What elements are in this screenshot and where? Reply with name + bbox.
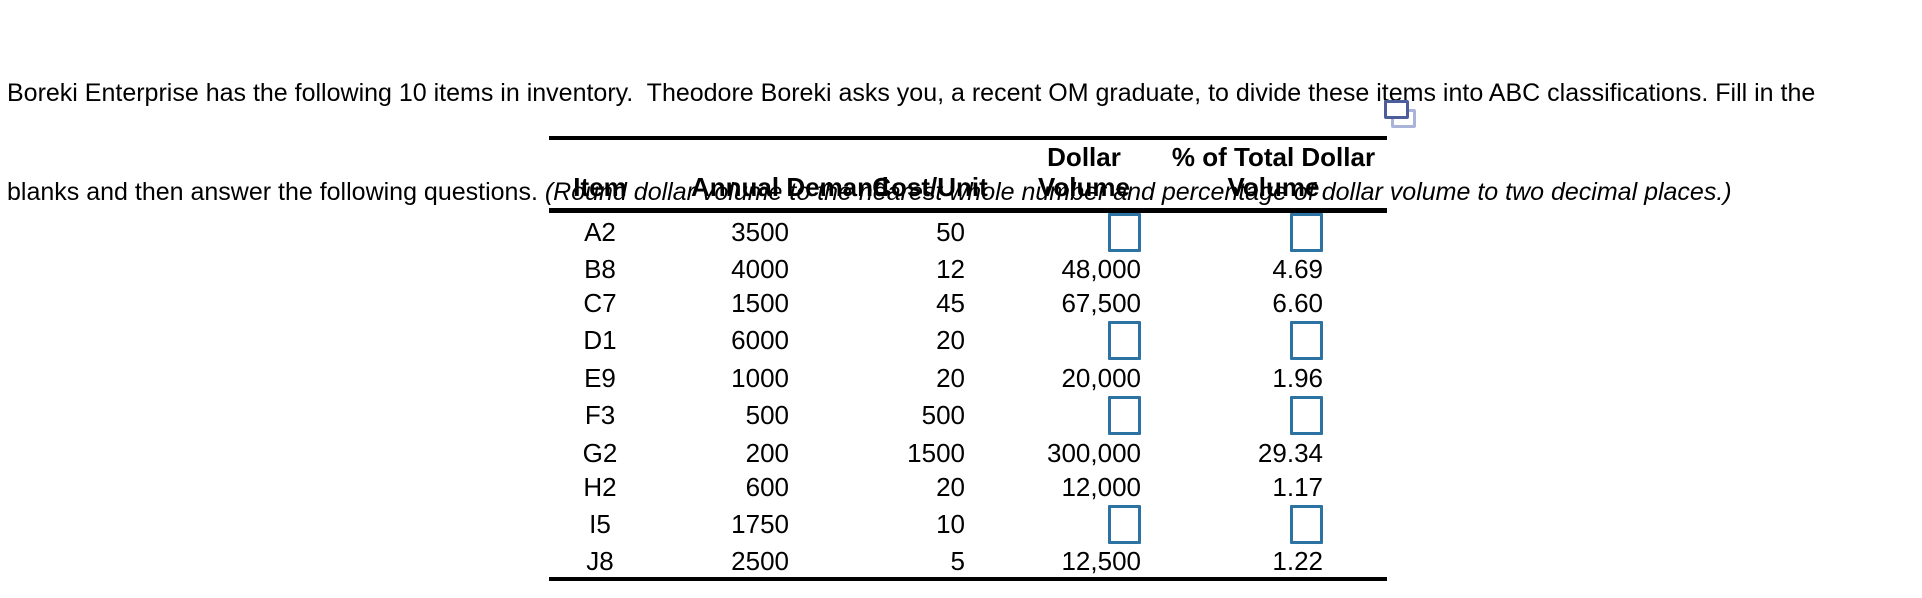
annual-demand-cell: 200 — [745, 437, 789, 468]
table-row-H2: H2 600 20 12,000 1.17 — [549, 470, 1387, 504]
col-header-pct-total-dollar-volume: % of Total Dollar Volume — [1160, 138, 1387, 213]
item-cell: C7 — [583, 287, 617, 318]
cost-unit-cell: 20 — [936, 362, 965, 393]
item-cell: B8 — [584, 253, 616, 284]
item-cell: D1 — [583, 325, 617, 355]
annual-demand-cell: 6000 — [731, 325, 789, 355]
pct-cell: 1.96 — [1272, 362, 1323, 393]
pct-cell: 1.22 — [1272, 545, 1323, 576]
col-header-dollar-volume-line2: Volume — [1038, 172, 1130, 202]
annual-demand-cell: 2500 — [731, 545, 789, 576]
pct-cell — [1160, 504, 1387, 545]
problem-statement-line2-normal: blanks and then answer the following que… — [7, 178, 545, 206]
annual-demand-cell: 600 — [745, 471, 789, 502]
cost-unit-cell: 1500 — [907, 437, 965, 468]
pct-cell: 6.60 — [1272, 287, 1323, 318]
col-header-pct-line2: Volume — [1227, 172, 1320, 202]
item-cell: H2 — [583, 471, 617, 502]
dollar-volume-input-D1[interactable] — [1108, 321, 1141, 360]
cost-unit-cell: 10 — [936, 509, 965, 539]
item-cell: E9 — [584, 362, 616, 393]
table-row-A2: A2 3500 50 — [549, 211, 1387, 252]
dollar-volume-cell: 20,000 — [1061, 362, 1141, 393]
dollar-volume-cell — [990, 320, 1160, 361]
dollar-volume-cell: 67,500 — [1061, 287, 1141, 318]
item-cell: A2 — [584, 217, 616, 247]
annual-demand-cell: 4000 — [731, 253, 789, 284]
col-header-pct-line1: % of Total Dollar — [1171, 142, 1376, 172]
pct-cell: 29.34 — [1257, 437, 1323, 468]
table-row-D1: D1 6000 20 — [549, 320, 1387, 361]
inventory-table: Item Annual Demand Cost/Unit Dollar Volu… — [549, 136, 1387, 581]
table-row-G2: G2 200 1500 300,000 29.34 — [549, 436, 1387, 470]
pct-cell: 1.17 — [1272, 471, 1323, 502]
table-row-E9: E9 1000 20 20,000 1.96 — [549, 361, 1387, 395]
cost-unit-cell: 45 — [936, 287, 965, 318]
pct-input-A2[interactable] — [1290, 213, 1323, 252]
dollar-volume-cell — [990, 211, 1160, 252]
dollar-volume-input-F3[interactable] — [1108, 396, 1141, 435]
col-header-cost-unit: Cost/Unit — [820, 138, 990, 213]
annual-demand-cell: 1500 — [731, 287, 789, 318]
table-row-C7: C7 1500 45 67,500 6.60 — [549, 286, 1387, 320]
dollar-volume-cell: 12,500 — [1061, 545, 1141, 576]
table-row-F3: F3 500 500 — [549, 395, 1387, 436]
inventory-table-header: Item Annual Demand Cost/Unit Dollar Volu… — [549, 138, 1387, 213]
pct-cell — [1160, 395, 1387, 436]
cost-unit-cell: 20 — [936, 325, 965, 355]
dollar-volume-input-A2[interactable] — [1108, 213, 1141, 252]
cost-unit-cell: 5 — [950, 545, 965, 576]
dollar-volume-cell: 48,000 — [1061, 253, 1141, 284]
problem-statement-line1: Boreki Enterprise has the following 10 i… — [7, 79, 1816, 107]
dollar-volume-input-I5[interactable] — [1108, 505, 1141, 544]
annual-demand-cell: 3500 — [731, 217, 789, 247]
pct-input-I5[interactable] — [1290, 505, 1323, 544]
item-cell: F3 — [584, 400, 616, 430]
item-cell: I5 — [589, 509, 611, 539]
table-row-B8: B8 4000 12 48,000 4.69 — [549, 252, 1387, 286]
annual-demand-cell: 1750 — [731, 509, 789, 539]
table-row-J8: J8 2500 5 12,500 1.22 — [549, 545, 1387, 579]
pct-cell — [1160, 320, 1387, 361]
item-cell: J8 — [586, 545, 614, 576]
pct-cell — [1160, 211, 1387, 252]
copy-table-icon[interactable] — [1384, 100, 1417, 130]
pct-input-D1[interactable] — [1290, 321, 1323, 360]
annual-demand-cell: 1000 — [731, 362, 789, 393]
dollar-volume-cell — [990, 395, 1160, 436]
col-header-dollar-volume-line1: Dollar — [1047, 142, 1121, 172]
pct-cell: 4.69 — [1272, 253, 1323, 284]
annual-demand-cell: 500 — [745, 400, 789, 430]
cost-unit-cell: 12 — [936, 253, 965, 284]
cost-unit-cell: 500 — [921, 400, 965, 430]
dollar-volume-cell — [990, 504, 1160, 545]
dollar-volume-cell: 12,000 — [1061, 471, 1141, 502]
header-row: Item Annual Demand Cost/Unit Dollar Volu… — [549, 138, 1387, 213]
cost-unit-cell: 50 — [936, 217, 965, 247]
col-header-annual-demand: Annual Demand — [651, 138, 889, 213]
cost-unit-cell: 20 — [936, 471, 965, 502]
col-header-dollar-volume: Dollar Volume — [990, 138, 1160, 213]
col-header-item: Item — [549, 138, 651, 213]
table-row-I5: I5 1750 10 — [549, 504, 1387, 545]
item-cell: G2 — [582, 437, 618, 468]
pct-input-F3[interactable] — [1290, 396, 1323, 435]
copy-table-icon-front-rect — [1384, 100, 1409, 119]
dollar-volume-cell: 300,000 — [1047, 437, 1141, 468]
